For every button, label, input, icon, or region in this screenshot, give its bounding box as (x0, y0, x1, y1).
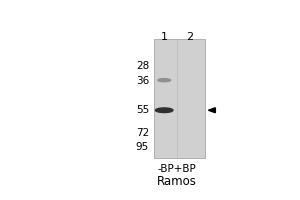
Text: 72: 72 (136, 128, 149, 138)
FancyBboxPatch shape (154, 39, 205, 158)
Text: Ramos: Ramos (157, 175, 197, 188)
Ellipse shape (155, 108, 173, 113)
Text: -BP+BP: -BP+BP (158, 164, 196, 174)
Text: 2: 2 (186, 32, 194, 42)
Polygon shape (208, 108, 215, 113)
Text: 95: 95 (136, 142, 149, 152)
Ellipse shape (158, 79, 171, 82)
Text: 36: 36 (136, 76, 149, 86)
Text: 28: 28 (136, 61, 149, 71)
Text: 55: 55 (136, 105, 149, 115)
Text: 1: 1 (161, 32, 168, 42)
